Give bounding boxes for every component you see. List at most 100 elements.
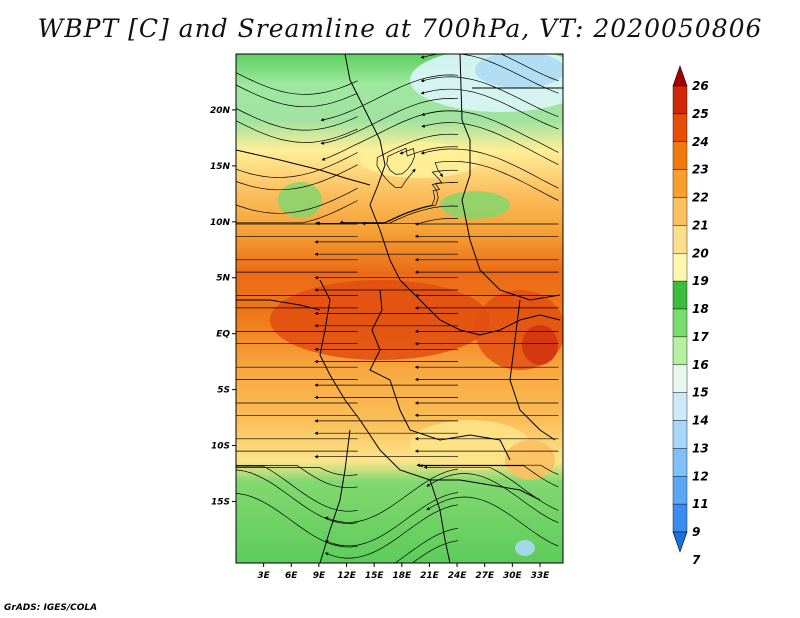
colorbar-swatch xyxy=(672,336,688,365)
colorbar-label: 25 xyxy=(692,107,709,121)
x-tick-label: 33E xyxy=(531,571,551,581)
colorbar-swatch xyxy=(672,364,688,393)
y-tick-label: 15N xyxy=(210,162,231,172)
streamline xyxy=(376,133,459,188)
colorbar-label: 22 xyxy=(692,191,709,205)
x-tick-label: 21E xyxy=(420,571,440,581)
streamline xyxy=(416,463,559,475)
colorbar-swatch xyxy=(672,392,688,421)
streamline xyxy=(420,148,559,189)
streamline xyxy=(411,540,459,563)
streamlines xyxy=(236,54,559,563)
colorbar-swatch xyxy=(672,280,688,310)
streamline xyxy=(386,146,459,175)
colorbar-label: 19 xyxy=(692,274,709,288)
wbpt-field xyxy=(236,54,563,563)
x-tick-label: 15E xyxy=(365,571,385,581)
streamline xyxy=(236,465,358,489)
colorbar-swatch xyxy=(672,141,688,170)
streamline xyxy=(324,504,459,559)
x-tick-label: 24E xyxy=(448,571,468,581)
colorbar-label: 24 xyxy=(692,135,709,149)
streamline xyxy=(426,496,559,547)
streamline xyxy=(236,84,358,108)
streamline xyxy=(236,469,358,524)
x-tick-label: 18E xyxy=(392,571,412,581)
y-tick-label: EQ xyxy=(216,330,230,340)
streamline xyxy=(320,74,459,122)
streamline xyxy=(236,467,358,476)
streamline xyxy=(321,110,459,161)
streamline xyxy=(324,492,459,547)
colorbar-label: 17 xyxy=(692,330,709,344)
colorbar-swatch xyxy=(672,476,688,505)
colorbar-top-arrow xyxy=(672,65,688,87)
streamline xyxy=(394,527,459,563)
streamline xyxy=(236,493,358,548)
colorbar-label: 11 xyxy=(692,497,709,511)
x-tick-label: 27E xyxy=(475,571,495,581)
y-tick-label: 10N xyxy=(210,218,231,228)
y-axis: 20N 15N 10N 5N EQ 5S 10S 15S xyxy=(210,106,236,507)
streamline xyxy=(236,120,358,143)
streamline xyxy=(500,54,559,82)
x-tick-label: 3E xyxy=(257,571,270,581)
colorbar-swatch xyxy=(672,85,688,115)
streamline xyxy=(236,200,358,224)
map-title: WBPT [C] and Sreamline at 700hPa, VT: 20… xyxy=(37,14,763,43)
map-frame xyxy=(235,53,564,564)
y-tick-label: 10S xyxy=(211,442,230,452)
colorbar-label: 9 xyxy=(692,525,700,539)
streamline xyxy=(434,160,559,201)
streamline xyxy=(236,465,358,512)
colorbar-swatch xyxy=(672,225,688,254)
colorbar-label: 20 xyxy=(692,246,709,260)
colorbar-label: 18 xyxy=(692,302,709,316)
streamline xyxy=(236,164,358,191)
colorbar: 26 25 24 23 22 21 20 19 18 17 16 15 14 13 12 11 9 7 xyxy=(672,65,709,567)
streamline xyxy=(426,473,559,524)
colorbar-swatch xyxy=(672,169,688,198)
streamline xyxy=(419,464,559,488)
colorbar-bottom-arrow xyxy=(672,531,688,553)
y-tick-label: 20N xyxy=(210,106,231,116)
streamline xyxy=(236,152,358,178)
streamline xyxy=(236,187,358,214)
streamline xyxy=(420,88,559,130)
y-tick-label: 5N xyxy=(216,274,230,284)
colorbar-label: 14 xyxy=(692,414,709,428)
colorbar-swatch xyxy=(672,503,688,533)
grads-credit: GrADS: IGES/COLA xyxy=(4,603,98,613)
colorbar-label: 7 xyxy=(692,553,701,567)
colorbar-label: 23 xyxy=(692,163,709,177)
x-tick-label: 30E xyxy=(503,571,523,581)
y-tick-label: 5S xyxy=(217,386,230,396)
colorbar-label: 13 xyxy=(692,441,709,455)
colorbar-label: 21 xyxy=(692,218,709,232)
colorbar-swatch xyxy=(672,197,688,226)
streamline xyxy=(236,108,358,131)
streamline xyxy=(420,76,559,117)
colorbar-swatch xyxy=(672,308,688,338)
streamline xyxy=(236,72,358,95)
x-tick-label: 6E xyxy=(285,571,298,581)
colorbar-swatch xyxy=(672,253,688,282)
colorbar-label: 26 xyxy=(692,79,709,93)
colorbar-label: 16 xyxy=(692,358,709,372)
x-tick-label: 9E xyxy=(313,571,326,581)
colorbar-label: 15 xyxy=(692,386,709,400)
colorbar-swatch xyxy=(672,113,688,142)
x-axis: 3E 6E 9E 12E 15E 18E 21E 24E 27E 30E 33E xyxy=(257,563,550,581)
country-borders xyxy=(236,54,563,563)
streamline xyxy=(361,169,459,226)
streamline xyxy=(420,54,559,94)
y-tick-label: 15S xyxy=(211,497,230,507)
streamline xyxy=(320,98,459,145)
colorbar-swatch xyxy=(672,448,688,477)
x-tick-label: 12E xyxy=(337,571,357,581)
streamline xyxy=(324,468,459,523)
colorbar-swatch xyxy=(672,420,688,449)
streamline xyxy=(421,122,559,166)
colorbar-label: 12 xyxy=(692,469,709,483)
